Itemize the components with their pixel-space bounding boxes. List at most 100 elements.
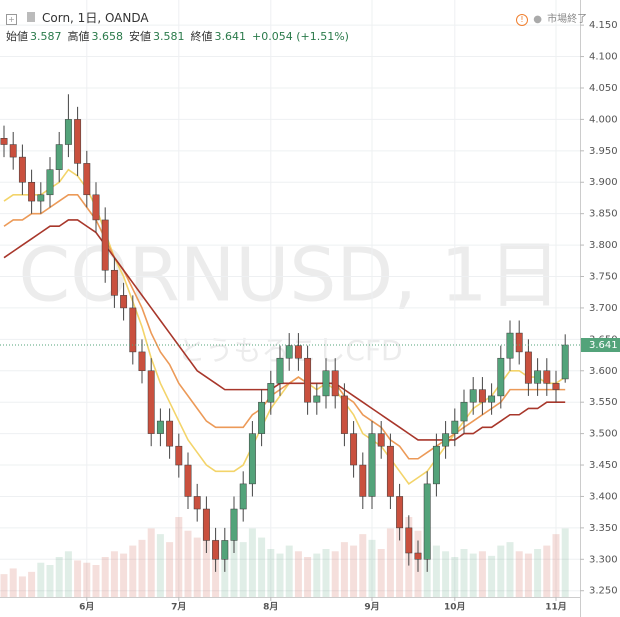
candle-body [396,496,404,529]
candle-body [552,383,560,390]
ohlc-label: 始値 [6,30,28,43]
y-tick-label: 3.750 [589,272,618,283]
candle-body [166,420,174,447]
volume-bar [552,534,560,597]
volume-bar [506,542,514,597]
ohlc-label: 終値 [190,30,213,43]
volume-bar [120,553,128,597]
volume-bar [92,565,100,597]
candle-body [469,389,477,403]
candle-body [0,138,8,145]
y-tick-label: 3.800 [589,240,618,251]
candle-body [313,395,321,403]
ohlc-value: 3.658 [91,30,124,43]
candle-body [267,383,275,403]
volume-bar [340,542,348,597]
candle-body [230,508,238,541]
candle-body [221,540,229,560]
alert-icon[interactable]: ! [516,14,528,26]
candle-body [331,370,339,397]
ohlc-label: 安値 [129,30,151,43]
candle-body [248,433,256,485]
y-tick-label: 3.950 [589,146,618,157]
volume-bar [0,574,8,597]
candle-body [488,395,496,403]
candle-body [543,370,551,384]
candle-body [37,194,45,202]
volume-bar [497,545,505,597]
y-tick-label: 3.600 [589,366,618,377]
change: +0.054 (+1.51%) [252,30,349,43]
ribbon-line [3,219,566,441]
volume-bar [368,539,376,597]
volume-bar [451,557,459,597]
volume-bar [46,565,54,597]
y-tick-label: 3.400 [589,491,618,502]
y-tick-label: 4.150 [589,20,618,31]
candle-body [414,552,422,560]
volume-bar [28,571,36,597]
candle-body [101,219,109,271]
collapse-icon[interactable]: + [6,14,17,25]
candle-body [506,332,514,359]
candle-body [184,464,192,497]
volume-bar [534,549,542,597]
candle-body [120,295,128,309]
volume-bar [9,568,17,597]
volume-bar [396,522,404,597]
candle-body [175,445,183,466]
candle-body [202,508,210,541]
volume-bar [478,551,486,597]
x-tick-label: 6月 [79,602,94,613]
candle-body [442,433,450,447]
volume-bar [386,528,394,597]
y-tick-label: 3.550 [589,397,618,408]
volume-bar [147,528,155,597]
volume-bar [101,557,109,597]
status: ! ● 市場終了 [516,10,589,26]
volume-bar [55,557,63,597]
candle-body [386,445,394,497]
y-tick-label: 4.000 [589,114,618,125]
y-tick-label: 3.450 [589,460,618,471]
candle-body [432,445,440,485]
volume-bar [248,528,256,597]
x-tick-label: 8月 [263,602,278,613]
y-tick-label: 4.100 [589,52,618,63]
status-dot: ● [533,14,542,25]
candle-body [83,163,91,196]
y-tick-label: 3.500 [589,429,618,440]
y-tick-label: 3.250 [589,586,618,597]
volume-bar [285,545,293,597]
ohlc-label: 高値 [67,30,90,43]
candle-body [129,307,137,353]
volume-bar [64,551,72,597]
candle-body [55,144,63,170]
volume-bar [294,551,302,597]
y-tick-label: 3.350 [589,523,618,534]
symbol-icon [26,12,35,22]
ohlc-value: 3.581 [153,30,185,43]
volume-bar [110,551,118,597]
volume-bar [313,553,321,597]
symbol-title: Corn, 1日, OANDA [42,11,149,25]
candle-body [258,401,266,434]
volume-bar [322,549,330,597]
candle-body [46,169,54,196]
volume-bar [230,534,238,597]
ohlc-row: 始値 3.587 高値 3.658 安値 3.581 終値 3.641 +0.054 (+1.5… [6,28,355,44]
y-tick-label: 3.900 [589,177,618,188]
volume-bar [377,549,385,597]
candle-body [212,540,220,560]
candle-body [147,370,155,434]
candle-body [92,194,100,221]
volume-bar [432,545,440,597]
volume-bar [202,522,210,597]
candle-body [276,357,284,384]
volume-bar [239,542,247,597]
candle-body [405,527,413,554]
candle-body [340,395,348,434]
last-price-tag [581,338,620,353]
